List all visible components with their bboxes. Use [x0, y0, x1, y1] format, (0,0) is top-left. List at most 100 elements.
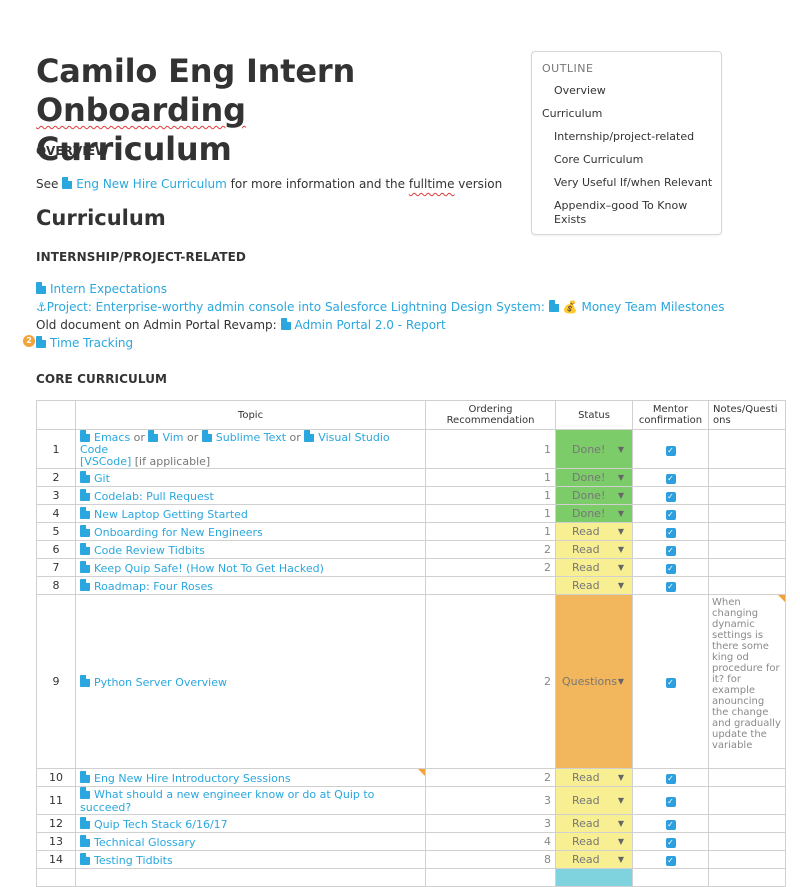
- outline-item-curriculum[interactable]: Curriculum: [542, 107, 603, 120]
- notes-cell[interactable]: [708, 868, 786, 887]
- outline-item-appendix[interactable]: Appendix–good To Know: [554, 199, 688, 212]
- comment-marker-icon[interactable]: [778, 595, 785, 602]
- topic-link[interactable]: What should a new engineer know or do at…: [80, 788, 375, 814]
- project-anchor-link[interactable]: ⚓Project: Enterprise-worthy admin consol…: [36, 300, 545, 314]
- status-dropdown[interactable]: Questions ▼: [555, 594, 633, 769]
- row-topic[interactable]: Technical Glossary: [75, 832, 426, 851]
- status-dropdown[interactable]: Read ▼: [555, 832, 633, 851]
- notes-cell[interactable]: [708, 504, 786, 523]
- col-header-mentor[interactable]: Mentor confirmation: [632, 400, 709, 430]
- status-dropdown[interactable]: Done! ▼: [555, 429, 633, 469]
- notes-cell[interactable]: [708, 540, 786, 559]
- mentor-checkbox[interactable]: ✓: [665, 546, 676, 556]
- row-topic[interactable]: Eng New Hire Introductory Sessions: [75, 768, 426, 787]
- col-header-notes[interactable]: Notes/Questions: [708, 400, 786, 430]
- row-order[interactable]: 1: [425, 429, 556, 469]
- mentor-checkbox[interactable]: ✓: [665, 474, 676, 484]
- topic-link[interactable]: Technical Glossary: [94, 835, 196, 849]
- topic-link[interactable]: Roadmap: Four Roses: [94, 579, 214, 593]
- emacs-link[interactable]: Emacs: [80, 430, 130, 444]
- row-topic[interactable]: Roadmap: Four Roses: [75, 576, 426, 595]
- notes-cell[interactable]: [708, 850, 786, 869]
- mentor-checkbox[interactable]: ✓: [665, 797, 676, 807]
- outline-item-appendix-line2[interactable]: Exists: [554, 213, 587, 226]
- status-dropdown[interactable]: Read ▼: [555, 814, 633, 833]
- topic-link[interactable]: Quip Tech Stack 6/16/17: [94, 817, 228, 831]
- topic-link[interactable]: Python Server Overview: [94, 675, 227, 689]
- notes-cell[interactable]: [708, 576, 786, 595]
- mentor-checkbox[interactable]: ✓: [665, 820, 676, 830]
- mentor-checkbox[interactable]: ✓: [665, 564, 676, 574]
- status-dropdown[interactable]: Done! ▼: [555, 468, 633, 487]
- outline-item-overview[interactable]: Overview: [554, 84, 606, 97]
- money-team-milestones-link[interactable]: Money Team Milestones: [581, 300, 725, 314]
- vscode-abbrev-link[interactable]: [VSCode]: [80, 455, 132, 468]
- row-topic[interactable]: Keep Quip Safe! (How Not To Get Hacked): [75, 558, 426, 577]
- status-dropdown[interactable]: Read ▼: [555, 558, 633, 577]
- row-topic[interactable]: Git: [75, 468, 426, 487]
- mentor-checkbox[interactable]: ✓: [665, 838, 676, 848]
- topic-link[interactable]: Eng New Hire Introductory Sessions: [94, 771, 291, 785]
- mentor-checkbox[interactable]: ✓: [665, 445, 676, 456]
- notes-cell[interactable]: [708, 558, 786, 577]
- status-dropdown[interactable]: Done! ▼: [555, 504, 633, 523]
- row-topic[interactable]: What should a new engineer know or do at…: [75, 786, 426, 815]
- notes-cell[interactable]: [708, 522, 786, 541]
- mentor-checkbox[interactable]: ✓: [665, 582, 676, 592]
- col-header-topic[interactable]: Topic: [75, 400, 426, 430]
- col-header-status[interactable]: Status: [555, 400, 633, 430]
- row-order[interactable]: [425, 868, 556, 887]
- row-order[interactable]: 1: [425, 504, 556, 523]
- notes-cell[interactable]: [708, 486, 786, 505]
- row-order[interactable]: 3: [425, 814, 556, 833]
- status-dropdown[interactable]: Read ▼: [555, 576, 633, 595]
- row-topic[interactable]: New Laptop Getting Started: [75, 504, 426, 523]
- row-order[interactable]: 4: [425, 832, 556, 851]
- time-tracking-link[interactable]: Time Tracking: [36, 336, 133, 350]
- status-dropdown[interactable]: Read ▼: [555, 522, 633, 541]
- row-order[interactable]: 2: [425, 558, 556, 577]
- status-dropdown[interactable]: Read ▼: [555, 786, 633, 815]
- row-order[interactable]: [425, 576, 556, 595]
- notes-cell[interactable]: [708, 768, 786, 787]
- row-topic[interactable]: Onboarding for New Engineers: [75, 522, 426, 541]
- notes-cell[interactable]: [708, 429, 786, 469]
- row-topic[interactable]: [75, 868, 426, 887]
- mentor-checkbox[interactable]: ✓: [665, 492, 676, 502]
- notes-cell[interactable]: When changing dynamic settings is there …: [708, 594, 786, 769]
- notes-cell[interactable]: [708, 468, 786, 487]
- topic-link[interactable]: Code Review Tidbits: [94, 543, 205, 557]
- row-topic[interactable]: Quip Tech Stack 6/16/17: [75, 814, 426, 833]
- notes-cell[interactable]: [708, 832, 786, 851]
- outline-item-core-curriculum[interactable]: Core Curriculum: [554, 153, 644, 166]
- mentor-checkbox[interactable]: ✓: [665, 528, 676, 538]
- admin-portal-report-link[interactable]: Admin Portal 2.0 - Report: [280, 318, 446, 332]
- comment-count-badge[interactable]: 2: [23, 335, 35, 347]
- topic-link[interactable]: Codelab: Pull Request: [94, 489, 214, 503]
- notes-cell[interactable]: [708, 786, 786, 815]
- row-topic[interactable]: Python Server Overview: [75, 594, 426, 769]
- status-dropdown[interactable]: Done! ▼: [555, 486, 633, 505]
- notes-cell[interactable]: [708, 814, 786, 833]
- row-topic[interactable]: Testing Tidbits: [75, 850, 426, 869]
- row-topic[interactable]: Codelab: Pull Request: [75, 486, 426, 505]
- row-order[interactable]: 1: [425, 486, 556, 505]
- mentor-checkbox[interactable]: ✓: [665, 510, 676, 520]
- row-topic[interactable]: Code Review Tidbits: [75, 540, 426, 559]
- status-dropdown[interactable]: Read ▼: [555, 850, 633, 869]
- row-order[interactable]: 8: [425, 850, 556, 869]
- sublime-text-link[interactable]: Sublime Text: [201, 430, 286, 444]
- topic-link[interactable]: Keep Quip Safe! (How Not To Get Hacked): [94, 561, 324, 575]
- outline-item-very-useful[interactable]: Very Useful If/when Relevant: [554, 176, 713, 189]
- row-order[interactable]: 2: [425, 594, 556, 769]
- status-dropdown[interactable]: [555, 868, 633, 887]
- row-order[interactable]: 1: [425, 468, 556, 487]
- intern-expectations-link[interactable]: Intern Expectations: [36, 282, 167, 296]
- vscode-link[interactable]: Visual Studio Code: [80, 430, 390, 456]
- row-order[interactable]: 2: [425, 768, 556, 787]
- topic-link[interactable]: Git: [94, 471, 110, 485]
- topic-link[interactable]: Onboarding for New Engineers: [94, 525, 263, 539]
- col-header-order[interactable]: Ordering Recommendation: [425, 400, 556, 430]
- mentor-checkbox[interactable]: ✓: [665, 774, 676, 784]
- topic-link[interactable]: New Laptop Getting Started: [94, 507, 248, 521]
